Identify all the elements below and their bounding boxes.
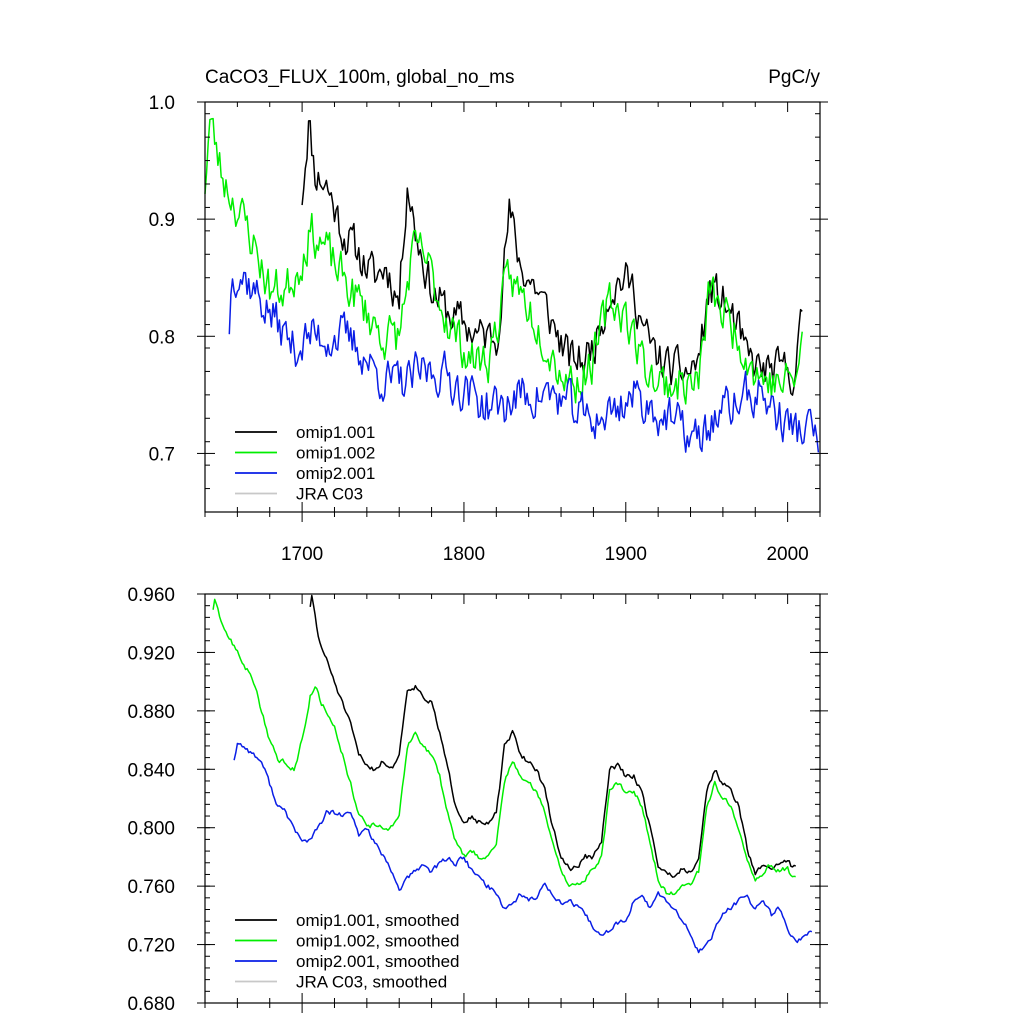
bottom-series-layer [212, 594, 813, 954]
y-tick-label: 0.880 [127, 702, 175, 723]
legend-label: omip1.002, smoothed [296, 932, 460, 951]
top-panel: CaCO3_FLUX_100m, global_no_ms PgC/y 1700… [149, 67, 828, 565]
series-line-omip1-002 [204, 117, 803, 405]
legend-label: omip2.001 [296, 464, 375, 483]
series-line-omip2-001-smoothed [233, 742, 813, 954]
y-tick-label: 0.680 [127, 994, 175, 1015]
bottom-panel: 0.680 0.720 0.760 0.800 0.840 0.880 0.920 0.960… [127, 585, 828, 1015]
y-tick-label: 0.8 [149, 327, 175, 348]
y-tick-label: 0.9 [149, 210, 175, 231]
legend-label: omip1.002 [296, 444, 375, 463]
x-tick-label: 1800 [443, 544, 485, 565]
plot-frame [204, 593, 821, 1004]
x-tick-label: 2000 [766, 544, 808, 565]
y-tick-label: 0.840 [127, 760, 175, 781]
bottom-legend: omip1.001, smoothed omip1.002, smoothedom… [235, 911, 460, 992]
legend-label: JRA C03 [296, 485, 363, 504]
top-series-layer [204, 117, 820, 453]
x-tick-label: 1700 [281, 544, 323, 565]
top-axes-layer: 1700 1800 1900 2000 0.7 0.8 0.9 1.0 [149, 93, 828, 565]
top-panel-units: PgC/y [768, 67, 820, 88]
top-panel-title: CaCO3_FLUX_100m, global_no_ms [205, 67, 514, 88]
series-line-omip1-001 [301, 120, 803, 396]
y-tick-label: 0.960 [127, 585, 175, 606]
y-tick-label: 0.7 [149, 444, 175, 465]
x-tick-label: 1900 [605, 544, 647, 565]
y-tick-label: 0.920 [127, 643, 175, 664]
legend-label: omip2.001, smoothed [296, 952, 460, 971]
legend-label: omip1.001, smoothed [296, 911, 460, 930]
y-tick-label: 1.0 [149, 93, 175, 114]
y-tick-label: 0.760 [127, 877, 175, 898]
y-tick-label: 0.800 [127, 819, 175, 840]
series-line-omip1-001-smoothed [309, 594, 796, 878]
y-tick-label: 0.720 [127, 936, 175, 957]
legend-label: JRA C03, smoothed [296, 973, 447, 992]
legend-label: omip1.001 [296, 423, 375, 442]
series-line-omip2-001 [228, 271, 820, 453]
plot-frame [204, 101, 821, 513]
bottom-axes-layer: 0.680 0.720 0.760 0.800 0.840 0.880 0.920 0.960 [127, 585, 828, 1015]
series-line-omip1-002-smoothed [212, 598, 796, 896]
